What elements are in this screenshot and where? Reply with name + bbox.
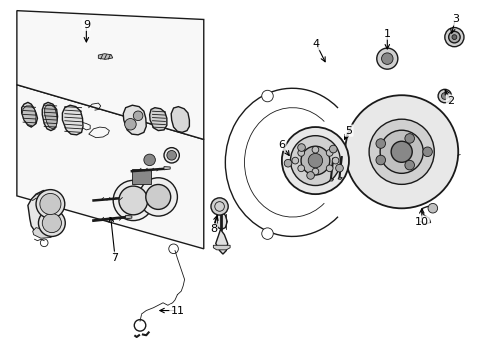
Polygon shape bbox=[125, 215, 132, 219]
Polygon shape bbox=[171, 107, 189, 132]
Circle shape bbox=[261, 228, 273, 239]
Circle shape bbox=[143, 154, 155, 166]
Circle shape bbox=[404, 160, 414, 170]
Circle shape bbox=[447, 31, 459, 43]
Circle shape bbox=[345, 95, 457, 208]
Circle shape bbox=[42, 213, 61, 233]
Polygon shape bbox=[31, 192, 61, 202]
Text: 7: 7 bbox=[111, 253, 119, 262]
Circle shape bbox=[307, 153, 322, 168]
Polygon shape bbox=[163, 167, 170, 170]
Circle shape bbox=[368, 119, 433, 184]
Circle shape bbox=[281, 127, 348, 194]
Text: 11: 11 bbox=[170, 306, 184, 315]
Circle shape bbox=[297, 165, 304, 172]
Circle shape bbox=[297, 144, 305, 152]
Text: 9: 9 bbox=[82, 20, 90, 30]
Polygon shape bbox=[215, 229, 227, 254]
Circle shape bbox=[163, 148, 179, 163]
Polygon shape bbox=[21, 102, 38, 127]
Circle shape bbox=[331, 157, 338, 164]
Circle shape bbox=[261, 90, 273, 102]
Circle shape bbox=[311, 168, 318, 175]
Text: 1: 1 bbox=[383, 28, 390, 39]
Circle shape bbox=[210, 198, 228, 215]
Polygon shape bbox=[33, 226, 61, 238]
Circle shape bbox=[444, 27, 463, 47]
Polygon shape bbox=[28, 190, 62, 237]
Polygon shape bbox=[213, 245, 230, 250]
Circle shape bbox=[306, 172, 314, 179]
Text: 8: 8 bbox=[209, 224, 217, 234]
Text: 3: 3 bbox=[451, 14, 458, 24]
Circle shape bbox=[284, 159, 291, 167]
Circle shape bbox=[119, 186, 147, 215]
Text: 5: 5 bbox=[345, 126, 352, 136]
Circle shape bbox=[297, 149, 304, 156]
Circle shape bbox=[124, 118, 136, 130]
Polygon shape bbox=[125, 195, 132, 199]
Polygon shape bbox=[44, 105, 57, 129]
Circle shape bbox=[301, 146, 329, 175]
Circle shape bbox=[422, 147, 431, 157]
Polygon shape bbox=[17, 11, 203, 139]
Circle shape bbox=[145, 184, 170, 210]
Circle shape bbox=[133, 111, 142, 121]
Circle shape bbox=[40, 193, 61, 215]
Polygon shape bbox=[42, 102, 58, 131]
Circle shape bbox=[451, 35, 456, 40]
Circle shape bbox=[381, 53, 392, 64]
Text: 2: 2 bbox=[446, 96, 453, 105]
Text: 10: 10 bbox=[414, 217, 428, 227]
Polygon shape bbox=[149, 108, 166, 131]
Circle shape bbox=[166, 150, 176, 160]
Polygon shape bbox=[328, 179, 333, 181]
Circle shape bbox=[376, 48, 397, 69]
Circle shape bbox=[113, 180, 153, 221]
Circle shape bbox=[390, 141, 411, 162]
Circle shape bbox=[36, 190, 65, 219]
Polygon shape bbox=[132, 170, 151, 184]
Polygon shape bbox=[17, 85, 203, 249]
Polygon shape bbox=[337, 177, 342, 179]
Circle shape bbox=[427, 203, 437, 213]
Circle shape bbox=[437, 89, 450, 103]
Polygon shape bbox=[123, 105, 146, 135]
Circle shape bbox=[139, 178, 177, 216]
Circle shape bbox=[311, 146, 318, 153]
Circle shape bbox=[325, 165, 332, 172]
Circle shape bbox=[325, 149, 332, 156]
Polygon shape bbox=[98, 54, 112, 59]
Text: 6: 6 bbox=[278, 140, 285, 150]
Circle shape bbox=[379, 130, 423, 174]
Circle shape bbox=[335, 164, 343, 172]
Circle shape bbox=[441, 93, 447, 99]
Circle shape bbox=[404, 134, 414, 143]
Polygon shape bbox=[62, 105, 83, 135]
Polygon shape bbox=[214, 212, 227, 229]
Circle shape bbox=[375, 155, 385, 165]
Circle shape bbox=[39, 210, 65, 237]
Circle shape bbox=[290, 136, 340, 185]
Circle shape bbox=[375, 139, 385, 148]
Circle shape bbox=[291, 157, 298, 164]
Polygon shape bbox=[22, 106, 36, 126]
Circle shape bbox=[329, 145, 336, 153]
Text: 4: 4 bbox=[312, 39, 319, 49]
